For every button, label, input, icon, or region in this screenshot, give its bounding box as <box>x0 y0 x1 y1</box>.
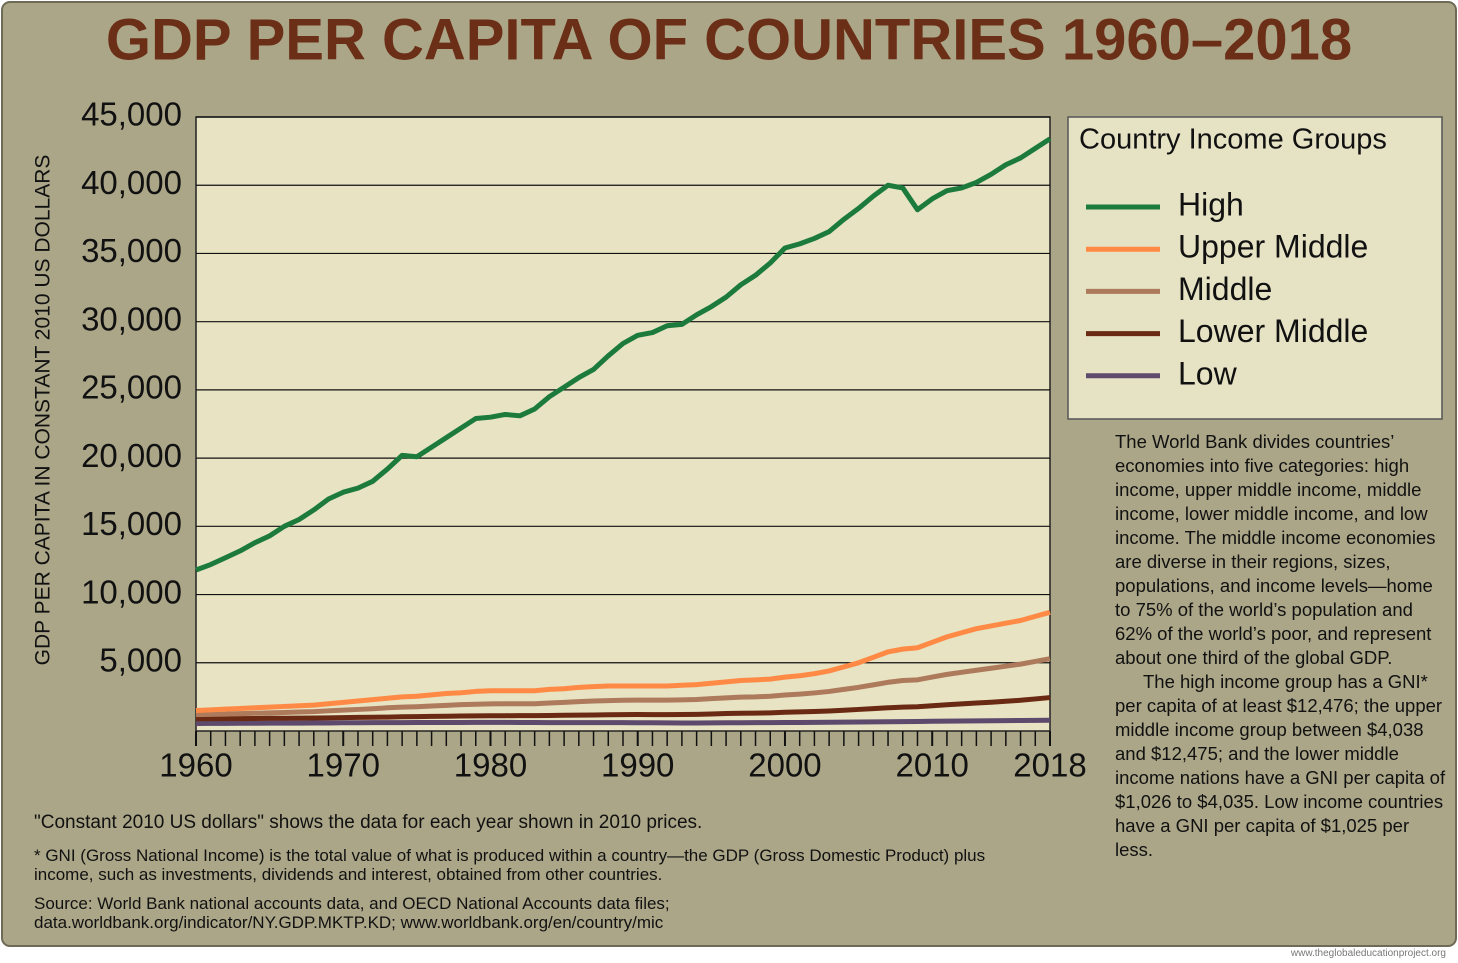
notes: "Constant 2010 US dollars" shows the dat… <box>34 813 1034 942</box>
x-tick-label: 1970 <box>307 747 380 784</box>
description: The World Bank divides countries’ econom… <box>1115 430 1451 862</box>
legend-title: Country Income Groups <box>1079 124 1387 156</box>
y-tick-label: 30,000 <box>81 300 182 337</box>
series-line <box>195 136 1052 573</box>
series-line <box>195 717 1051 726</box>
y-tick-label: 15,000 <box>81 505 182 542</box>
y-tick-label: 20,000 <box>81 437 182 474</box>
y-tick-label: 40,000 <box>81 164 182 201</box>
note: * GNI (Gross National Income) is the tot… <box>34 846 986 884</box>
description-paragraph: The World Bank divides countries’ econom… <box>1115 431 1436 668</box>
y-tick-label: 10,000 <box>81 573 182 610</box>
y-axis-label: GDP PER CAPITA IN CONSTANT 2010 US DOLLA… <box>32 155 55 666</box>
y-tick-label: 25,000 <box>81 369 182 406</box>
y-tick-label: 35,000 <box>81 232 182 269</box>
legend-label: Lower Middle <box>1178 313 1368 349</box>
description-paragraph: The high income group has a GNI* per cap… <box>1115 671 1446 860</box>
chart-title: GDP PER CAPITA OF COUNTRIES 1960–2018 <box>106 7 1352 72</box>
x-tick-label: 2018 <box>1013 747 1086 784</box>
x-tick-label: 1980 <box>454 747 527 784</box>
x-tick-label: 1960 <box>159 747 232 784</box>
legend-box <box>1067 116 1443 420</box>
legend-label: High <box>1178 186 1244 222</box>
x-tick-label: 1990 <box>601 747 674 784</box>
series-line <box>195 656 1051 718</box>
legend-label: Middle <box>1178 271 1272 307</box>
series-line <box>195 609 1051 714</box>
legend-label: Low <box>1178 355 1238 391</box>
legend-label: Upper Middle <box>1178 229 1368 265</box>
note: Source: World Bank national accounts dat… <box>34 894 670 932</box>
x-tick-label: 2000 <box>748 747 821 784</box>
y-tick-label: 5,000 <box>99 641 182 678</box>
series-line <box>196 695 1051 722</box>
note: "Constant 2010 US dollars" shows the dat… <box>34 812 703 833</box>
credit: www.theglobaleducationproject.org <box>1290 948 1446 959</box>
y-tick-label: 45,000 <box>81 96 182 133</box>
x-tick-label: 2010 <box>895 747 968 784</box>
plot-area <box>195 116 1051 732</box>
